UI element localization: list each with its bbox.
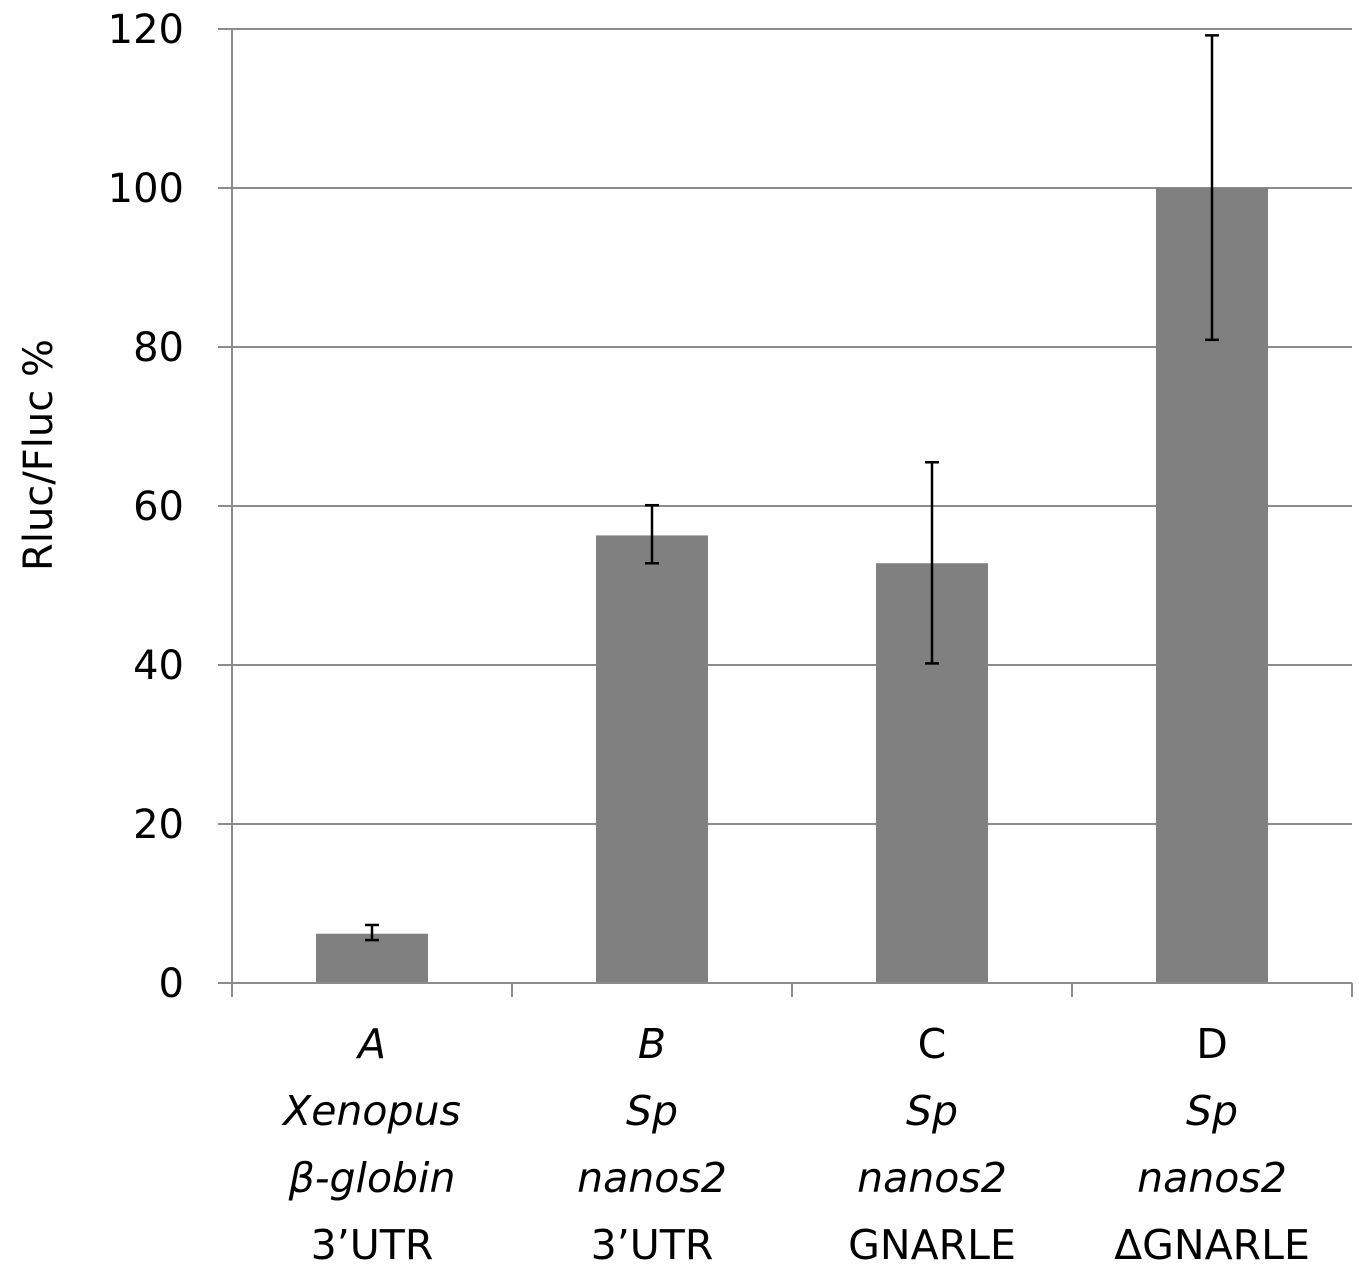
bar — [316, 933, 428, 983]
y-tick-label: 80 — [133, 325, 184, 371]
x-category-label-line: A — [355, 1020, 386, 1068]
bars — [316, 188, 1268, 983]
x-category-label-line: Sp — [626, 1087, 678, 1135]
y-tick-label: 60 — [133, 484, 184, 530]
error-bar — [1205, 34, 1219, 342]
error-bar — [925, 461, 939, 665]
y-axis-label: Rluc/Fluc % — [16, 339, 62, 571]
x-category-label-line: nanos2 — [577, 1154, 727, 1202]
x-category-label-line: Sp — [906, 1087, 958, 1135]
y-tick-label: 0 — [159, 961, 184, 1007]
y-tick-label: 20 — [133, 802, 184, 848]
x-category-label-line: Sp — [1186, 1087, 1238, 1135]
x-category-labels: A Xenopus β-globin 3’UTR B Sp nanos2 3’UTR C Sp na… — [281, 1020, 1310, 1269]
x-category-label-line: Xenopus — [281, 1087, 461, 1135]
y-tick-label: 40 — [133, 643, 184, 689]
x-category-label-line: B — [638, 1020, 666, 1068]
error-bars — [365, 34, 1219, 942]
y-tick-labels: 0 20 40 60 80 100 120 — [108, 7, 184, 1007]
error-bar — [645, 503, 659, 565]
bar — [596, 535, 708, 983]
x-category-label-line: ΔGNARLE — [1114, 1221, 1310, 1269]
x-category-label-line: C — [918, 1020, 947, 1068]
x-category-label-line: nanos2 — [857, 1154, 1007, 1202]
y-tick-label: 120 — [108, 7, 184, 53]
axes — [218, 28, 1353, 997]
x-category-label-line: 3’UTR — [591, 1221, 714, 1269]
x-category-label-line: GNARLE — [848, 1221, 1016, 1269]
y-tick-label: 100 — [108, 166, 184, 212]
x-category-label-line: D — [1196, 1020, 1228, 1068]
x-category-label-line: nanos2 — [1137, 1154, 1287, 1202]
x-category-label-line: 3’UTR — [311, 1221, 434, 1269]
x-category-label-line: β-globin — [288, 1154, 456, 1202]
error-bar — [365, 923, 379, 942]
